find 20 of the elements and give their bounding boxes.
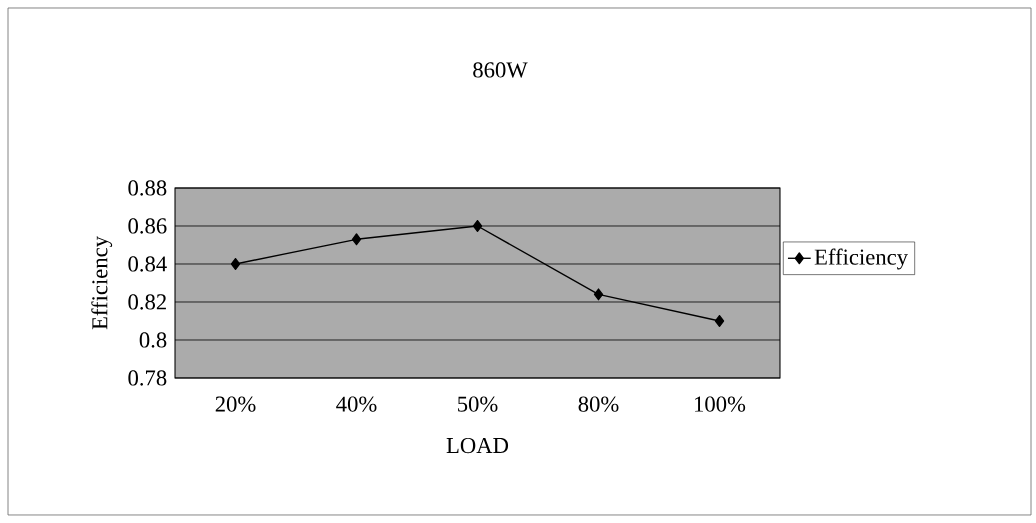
y-axis-title: Efficiency: [91, 236, 113, 330]
y-tick-label: 0.84: [128, 256, 167, 272]
point: [351, 233, 362, 246]
x-tick-label: 100%: [695, 396, 746, 412]
y-tick-label: 0.88: [128, 180, 167, 196]
point: [593, 288, 604, 301]
y-tick-label: 0.86: [128, 218, 167, 234]
point: [714, 314, 725, 327]
chart-title: 860W: [473, 62, 528, 78]
point: [230, 257, 241, 270]
legend-label: Efficiency: [814, 248, 908, 270]
point: [472, 219, 483, 232]
x-tick-label: 40%: [336, 396, 377, 412]
x-axis-title: LOAD: [446, 437, 509, 454]
y-tick-label: 0.82: [128, 294, 166, 310]
x-tick-label: 50%: [458, 396, 498, 412]
y-tick-label: 0.8: [139, 332, 167, 348]
y-tick-label: 0.78: [128, 370, 167, 386]
x-tick-label: 20%: [215, 396, 256, 412]
x-tick-label: 80%: [578, 396, 619, 412]
